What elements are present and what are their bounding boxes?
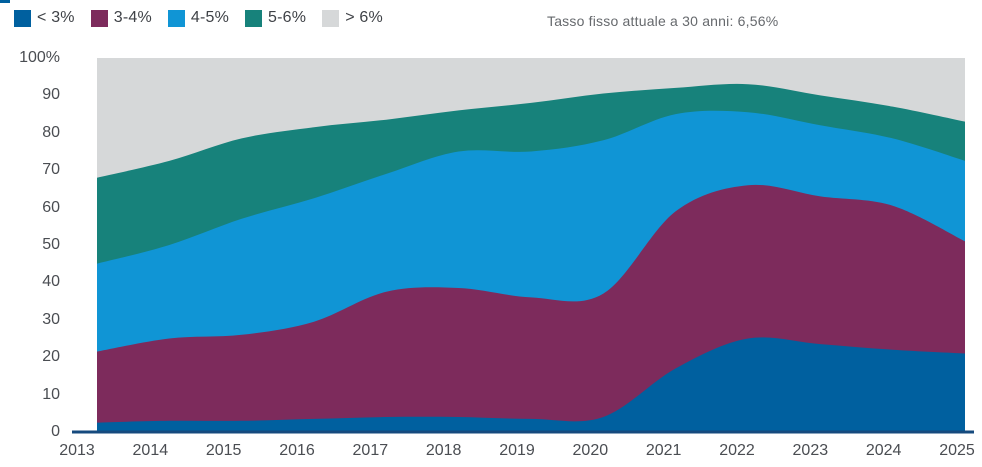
- x-axis-line: [72, 430, 974, 434]
- area-under-3pct: [97, 337, 965, 432]
- x-axis-year-label: 2014: [132, 442, 169, 459]
- legend-label: 3-4%: [113, 9, 152, 26]
- x-axis-year-label: 2022: [719, 442, 755, 459]
- y-axis-tick-label: 100%: [19, 49, 60, 66]
- legend-swatch-lt-3pct: [14, 9, 31, 27]
- y-axis-tick-label: 20: [42, 348, 60, 366]
- x-axis-year-label: 2021: [645, 442, 682, 459]
- x-axis-year-label: 2019: [499, 442, 535, 459]
- x-axis-year-label: 2015: [205, 442, 242, 459]
- current-rate-annotation: Tasso fisso attuale a 30 anni: 6,56%: [547, 13, 779, 29]
- y-axis-tick-label: 10: [42, 385, 60, 403]
- y-axis-tick-label: 30: [42, 310, 60, 328]
- legend-label: > 6%: [345, 9, 383, 26]
- y-axis-tick-label: 90: [42, 86, 60, 104]
- y-axis-tick-label: 0: [51, 423, 60, 440]
- x-axis-year-label: 2023: [792, 442, 829, 459]
- legend-item-5-6pct: 5-6%: [245, 9, 306, 27]
- corner-artifact: [0, 0, 10, 3]
- y-axis-tick-label: 50: [42, 236, 60, 253]
- chart-legend: < 3% 3-4% 4-5% 5-6% > 6%: [14, 9, 383, 27]
- x-axis-year-label: 2016: [279, 442, 315, 459]
- y-axis-labels: 100% 90 80 70 60 50 40 30 20 10 0: [0, 0, 60, 467]
- x-axis-year-label: 2018: [425, 442, 462, 459]
- y-axis-tick-label: 40: [42, 273, 60, 291]
- y-axis-tick-label: 70: [42, 161, 60, 179]
- legend-swatch-gt-6pct: [322, 9, 340, 27]
- legend-item-3-4pct: 3-4%: [90, 9, 152, 27]
- y-axis-tick-label: 80: [42, 123, 60, 141]
- x-axis-year-label: 2017: [352, 442, 389, 459]
- legend-label: 5-6%: [268, 9, 307, 26]
- legend-swatch-4-5pct: [167, 9, 185, 27]
- legend-swatch-5-6pct: [245, 9, 263, 27]
- legend-item-4-5pct: 4-5%: [167, 9, 230, 27]
- x-axis-year-label: 2024: [865, 442, 902, 459]
- legend-label: < 3%: [37, 9, 75, 26]
- x-axis-year-label: 2020: [572, 442, 609, 459]
- legend-swatch-3-4pct: [90, 9, 108, 27]
- y-axis-tick-label: 60: [42, 198, 60, 216]
- legend-item-lt-3pct: < 3%: [14, 9, 75, 27]
- legend-item-gt-6pct: > 6%: [322, 9, 383, 27]
- x-axis-year-label: 2013: [59, 442, 95, 459]
- legend-label: 4-5%: [190, 9, 230, 26]
- x-axis-year-label: 2025: [939, 442, 975, 459]
